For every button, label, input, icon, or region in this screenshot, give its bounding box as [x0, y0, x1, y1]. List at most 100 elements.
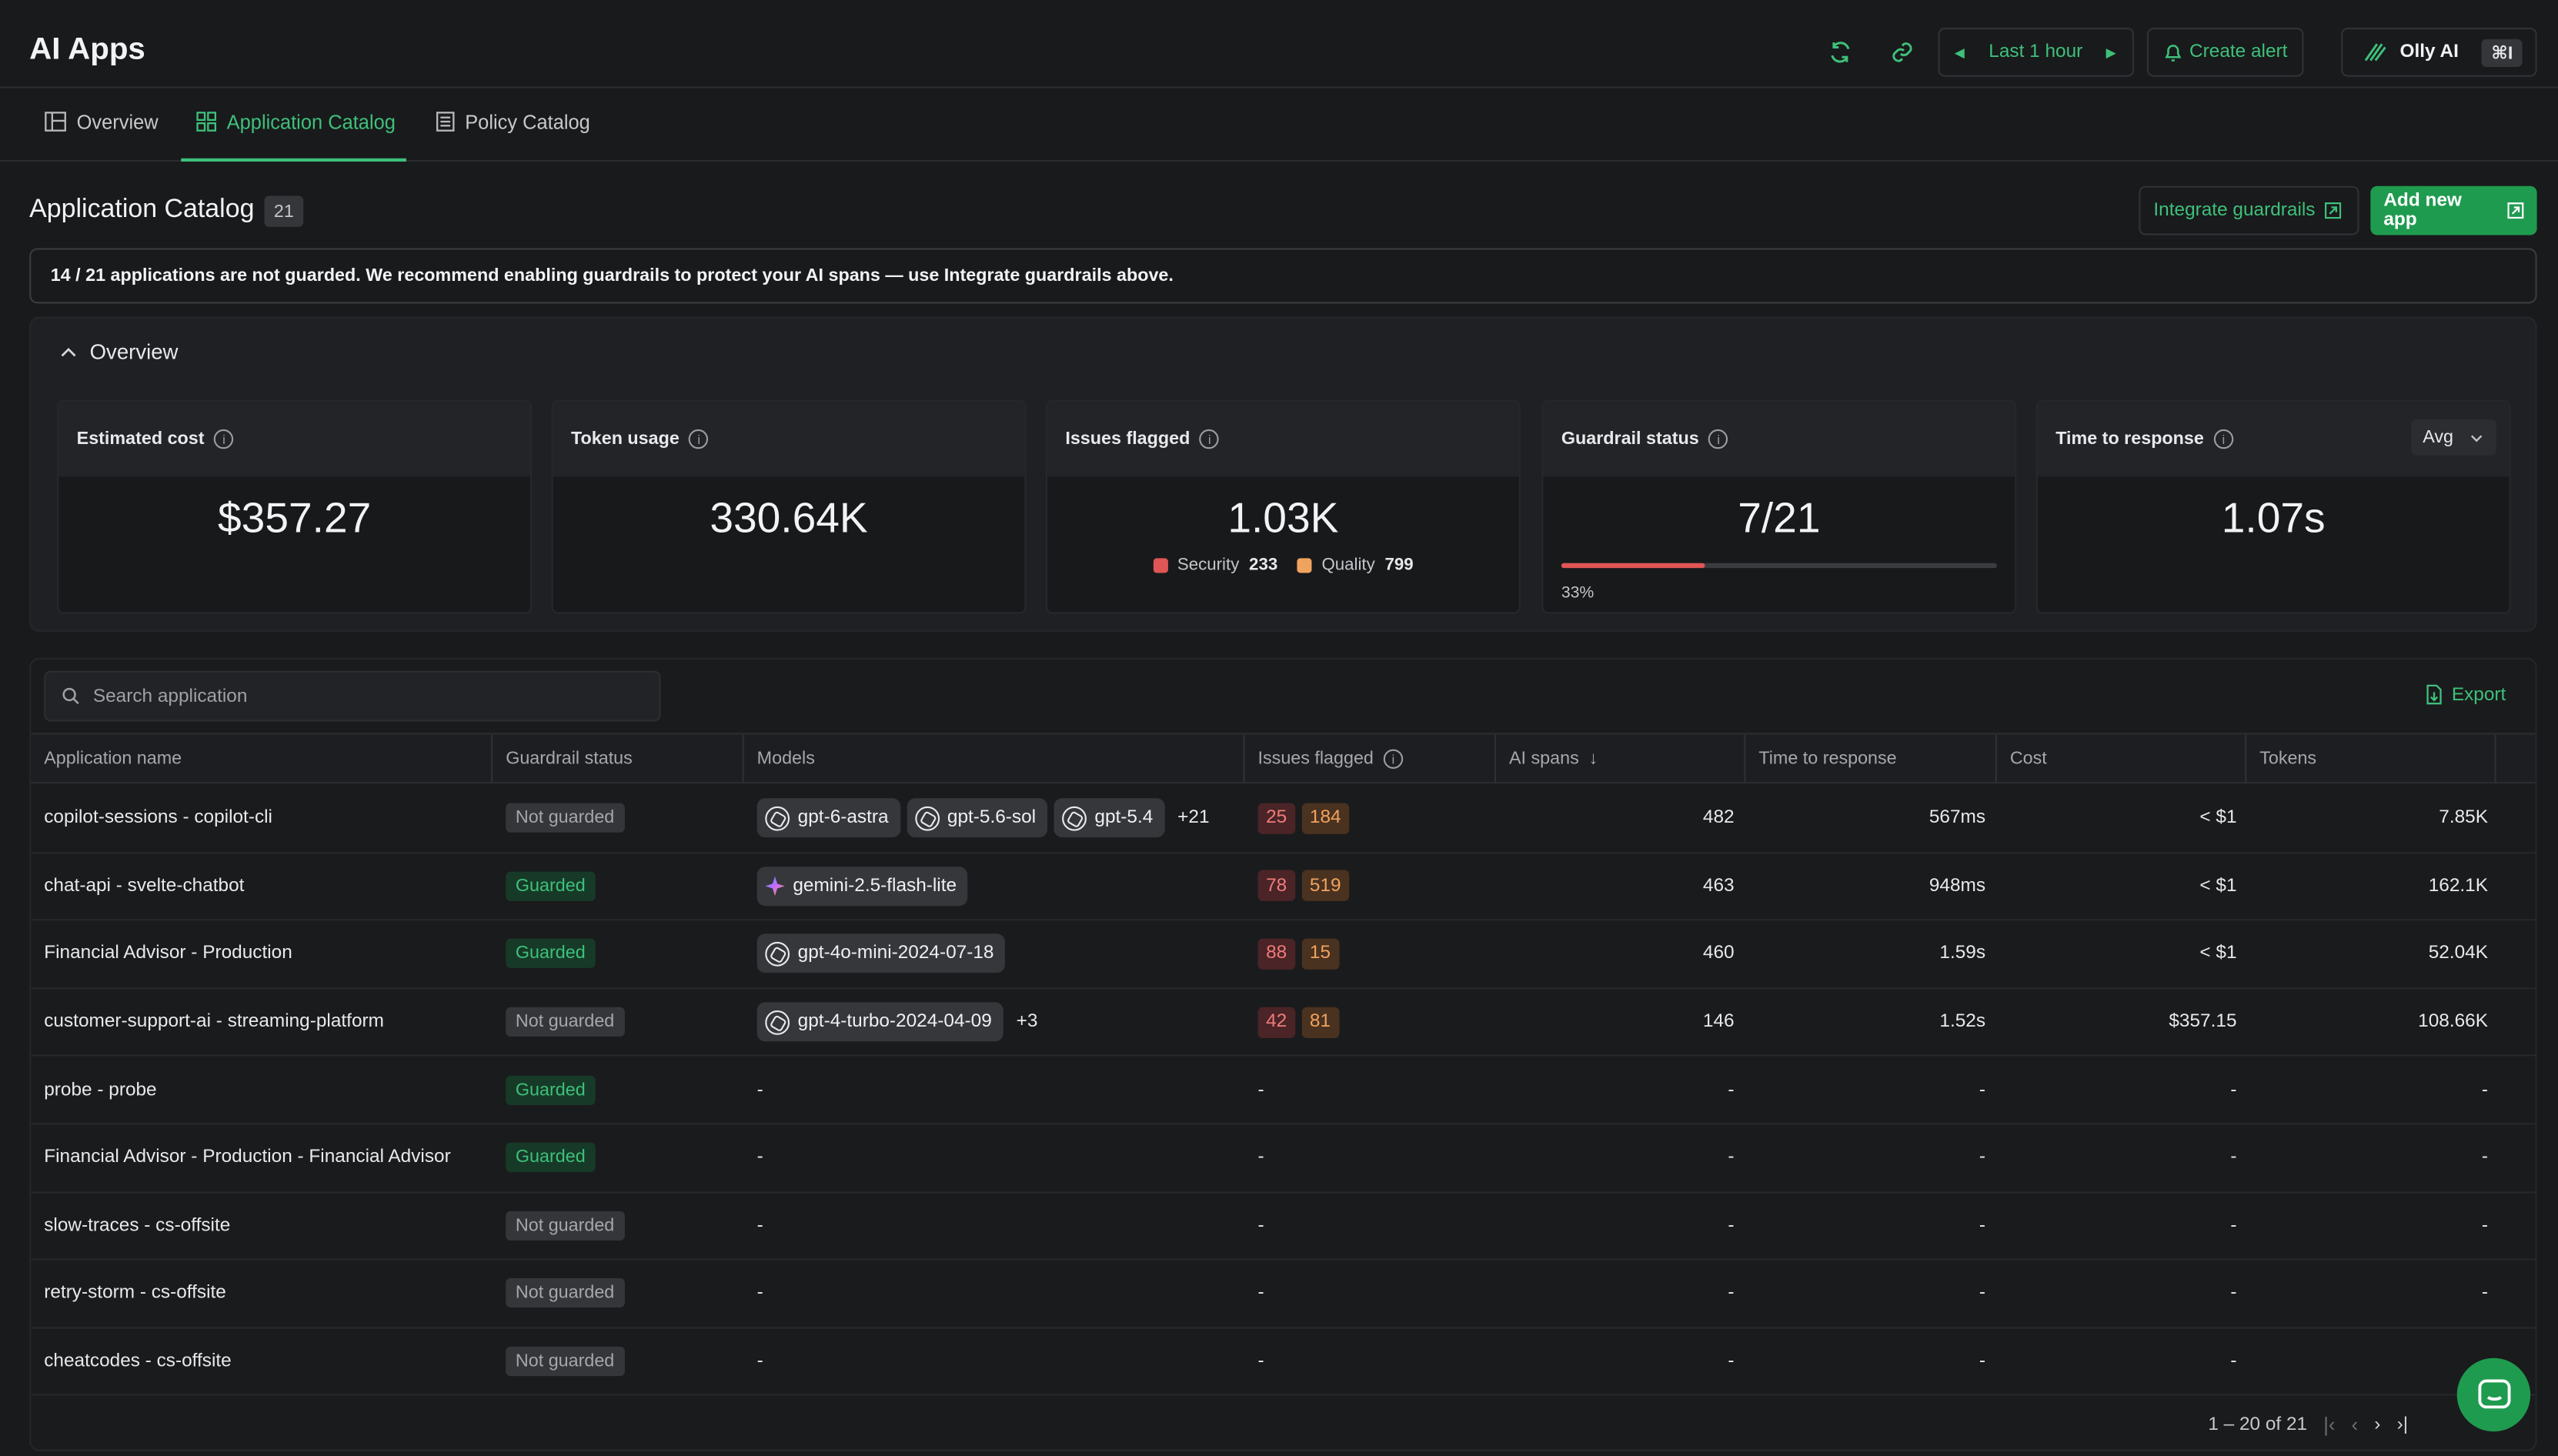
tab-application-catalog[interactable]: Application Catalog: [181, 111, 406, 162]
more-models-count[interactable]: +21: [1177, 808, 1210, 828]
info-icon[interactable]: i: [2213, 429, 2234, 449]
openai-icon: [765, 806, 790, 831]
app-name[interactable]: copilot-sessions - copilot-cli: [44, 808, 272, 828]
security-issues-badge: 88: [1257, 938, 1295, 970]
ai-spans-value: 463: [1702, 876, 1735, 897]
cost-value: < $1: [2199, 808, 2237, 828]
status-badge: Guarded: [506, 1143, 596, 1173]
next-range-icon[interactable]: ▶: [2106, 45, 2116, 60]
sort-desc-icon[interactable]: ↓: [1588, 749, 1598, 770]
col-cost[interactable]: Cost: [1995, 734, 2245, 784]
tab-policy-catalog[interactable]: Policy Catalog: [436, 111, 590, 162]
cost-value: < $1: [2199, 943, 2237, 964]
col-models[interactable]: Models: [742, 734, 1244, 784]
info-icon[interactable]: i: [689, 429, 710, 449]
layout-icon: [45, 112, 66, 132]
col-ai-spans[interactable]: AI spans ↓: [1494, 734, 1744, 784]
prev-page-icon[interactable]: ‹: [2351, 1413, 2359, 1437]
table-row[interactable]: slow-traces - cs-offsite Not guarded - - - - -…: [31, 1193, 2536, 1261]
shortcut-badge: ⌘I: [2481, 38, 2523, 66]
model-chip[interactable]: gemini-2.5-flash-lite: [756, 866, 968, 906]
security-issues-badge: 42: [1257, 1006, 1295, 1038]
app-name[interactable]: retry-storm - cs-offsite: [44, 1284, 226, 1304]
status-badge: Not guarded: [506, 803, 624, 833]
col-tokens-label: Tokens: [2259, 749, 2317, 770]
info-icon[interactable]: i: [214, 429, 234, 449]
security-swatch: [1153, 557, 1168, 573]
cost-value: -: [2230, 1147, 2237, 1168]
search-box[interactable]: [44, 670, 661, 722]
col-time-to-response[interactable]: Time to response: [1744, 734, 1995, 784]
table-row[interactable]: Financial Advisor - Production - Financi…: [31, 1124, 2536, 1193]
next-page-icon[interactable]: ›: [2374, 1414, 2381, 1435]
ai-spans-value: 460: [1702, 943, 1735, 964]
gemini-icon: [765, 876, 785, 897]
model-chip[interactable]: gpt-4o-mini-2024-07-18: [756, 934, 1006, 974]
issues-cell: -: [1258, 1328, 1487, 1394]
col-issues-flagged[interactable]: Issues flagged i: [1243, 734, 1494, 784]
prev-range-icon[interactable]: ◀: [1954, 45, 1965, 60]
app-name[interactable]: slow-traces - cs-offsite: [44, 1215, 231, 1236]
info-icon[interactable]: i: [1708, 429, 1728, 449]
tab-overview[interactable]: Overview: [44, 111, 159, 162]
time-to-response-value: -: [1979, 1351, 1986, 1371]
refresh-icon[interactable]: [1825, 39, 1855, 65]
applications-table: Export Application name Guardrail status…: [29, 657, 2537, 1451]
first-page-icon[interactable]: |‹: [2323, 1413, 2336, 1437]
tokens-value: 162.1K: [2428, 876, 2488, 897]
aggregation-select[interactable]: Avg: [2411, 419, 2496, 456]
time-to-response-label: Time to response: [2055, 429, 2204, 449]
info-icon[interactable]: i: [1383, 749, 1404, 770]
app-name[interactable]: Financial Advisor - Production - Financi…: [44, 1147, 451, 1168]
integrate-guardrails-button[interactable]: Integrate guardrails: [2139, 185, 2359, 235]
model-chip[interactable]: gpt-4-turbo-2024-04-09: [756, 1002, 1003, 1042]
time-to-response-value: 948ms: [1929, 876, 1986, 897]
create-alert-button[interactable]: Create alert: [2146, 28, 2304, 77]
col-guardrail-status[interactable]: Guardrail status: [491, 734, 742, 784]
model-name: gpt-5.6-sol: [947, 808, 1037, 828]
app-name[interactable]: Financial Advisor - Production: [44, 943, 292, 964]
app-name[interactable]: customer-support-ai - streaming-platform: [44, 1012, 384, 1032]
guardrail-percent: 33%: [1561, 584, 1595, 603]
col-application-name[interactable]: Application name: [31, 734, 491, 783]
model-chip[interactable]: gpt-6-astra: [756, 798, 900, 838]
guardrail-progress-track: [1561, 563, 1997, 569]
overview-panel: Overview Estimated cost i $357.27 Token u…: [29, 316, 2537, 632]
model-chip[interactable]: gpt-5.4: [1054, 798, 1165, 838]
integrate-guardrails-label: Integrate guardrails: [2153, 200, 2316, 221]
app-count-badge: 21: [264, 195, 304, 227]
table-row[interactable]: probe - probe Guarded - - - - - -: [31, 1057, 2536, 1125]
export-button[interactable]: Export: [2424, 684, 2506, 706]
app-name[interactable]: chat-api - svelte-chatbot: [44, 876, 245, 897]
more-models-count[interactable]: +3: [1016, 1012, 1038, 1032]
status-badge: Guarded: [506, 871, 596, 901]
add-new-app-button[interactable]: Add new app: [2370, 185, 2537, 235]
table-row[interactable]: retry-storm - cs-offsite Not guarded - - - - -…: [31, 1261, 2536, 1328]
empty-value: -: [1257, 1147, 1264, 1168]
chat-support-button[interactable]: [2456, 1357, 2531, 1432]
col-ai-spans-label: AI spans: [1508, 749, 1579, 770]
link-icon[interactable]: [1888, 39, 1917, 65]
model-chip[interactable]: gpt-5.6-sol: [906, 798, 1047, 838]
table-row[interactable]: copilot-sessions - copilot-cli Not guarde…: [31, 785, 2536, 853]
info-icon[interactable]: i: [1200, 429, 1220, 449]
app-name[interactable]: probe - probe: [44, 1080, 157, 1100]
table-row[interactable]: chat-api - svelte-chatbot Guarded gemini-2…: [31, 853, 2536, 921]
last-page-icon[interactable]: ›|: [2396, 1414, 2409, 1435]
ai-spans-value: -: [1728, 1284, 1735, 1304]
table-row[interactable]: customer-support-ai - streaming-platform…: [31, 989, 2536, 1057]
col-tokens[interactable]: Tokens: [2245, 734, 2496, 784]
status-badge: Guarded: [506, 1075, 596, 1105]
search-input[interactable]: [92, 686, 616, 706]
security-label: Security: [1177, 555, 1240, 575]
guardrail-cell: Guarded: [506, 853, 734, 919]
app-name[interactable]: cheatcodes - cs-offsite: [44, 1351, 232, 1371]
issues-cell: 42 81: [1257, 989, 1487, 1055]
time-range-picker[interactable]: ◀ Last 1 hour ▶: [1938, 28, 2134, 77]
tokens-value: 7.85K: [2439, 808, 2488, 828]
olly-ai-button[interactable]: Olly AI ⌘I: [2341, 28, 2537, 77]
overview-toggle[interactable]: Overview: [60, 339, 178, 364]
model-name: gpt-6-astra: [797, 808, 889, 828]
table-row[interactable]: Financial Advisor - Production Guarded gpt…: [31, 921, 2536, 989]
